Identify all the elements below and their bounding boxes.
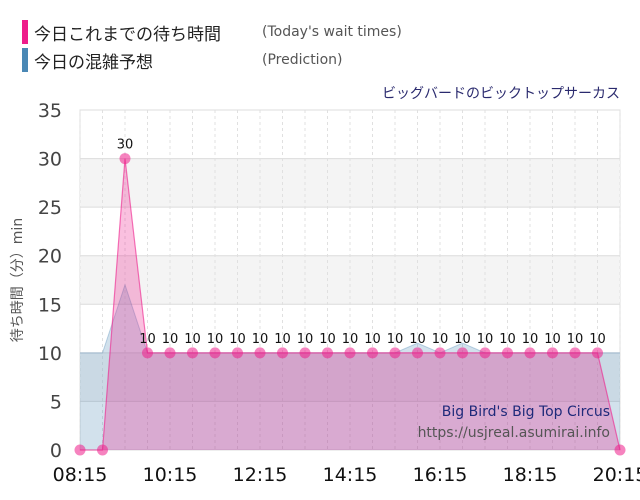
data-label: 10 xyxy=(544,332,561,347)
attraction-name-jp: ビッグバードのビックトップサーカス xyxy=(382,86,620,102)
actual-point xyxy=(569,347,581,359)
legend-label-actual: 今日これまでの待ち時間 xyxy=(34,24,221,45)
legend-swatch-actual xyxy=(22,20,28,44)
legend-sublabel-actual: (Today's wait times) xyxy=(262,24,402,40)
actual-point xyxy=(502,347,513,359)
x-tick-label: 14:15 xyxy=(323,464,378,486)
prediction-area xyxy=(80,284,620,450)
actual-point xyxy=(479,347,491,359)
data-label: 10 xyxy=(184,332,201,347)
data-label: 10 xyxy=(454,332,471,347)
x-tick-label: 08:15 xyxy=(53,464,108,486)
credit-url: https://usjreal.asumirai.info xyxy=(418,425,610,441)
actual-point xyxy=(187,347,198,359)
data-label: 10 xyxy=(409,332,426,347)
actual-point xyxy=(74,444,86,456)
actual-point xyxy=(412,347,423,359)
data-label: 10 xyxy=(319,332,336,347)
actual-point xyxy=(277,347,288,359)
actual-point xyxy=(322,347,333,359)
data-label: 10 xyxy=(432,332,449,347)
actual-point xyxy=(232,347,243,359)
data-label: 10 xyxy=(207,332,224,347)
actual-points xyxy=(74,153,626,456)
legend-item-prediction: 今日の混雑予想 (Prediction) xyxy=(22,48,343,73)
y-tick-label: 35 xyxy=(38,100,62,122)
legend-label-prediction: 今日の混雑予想 xyxy=(34,52,153,73)
actual-point xyxy=(254,347,266,359)
data-label: 10 xyxy=(477,332,494,347)
y-tick-label: 10 xyxy=(38,343,62,365)
data-label: 10 xyxy=(364,332,381,347)
actual-point xyxy=(344,347,356,359)
actual-point xyxy=(524,347,536,359)
actual-point xyxy=(119,153,131,165)
x-tick-label: 18:15 xyxy=(503,464,558,486)
actual-point xyxy=(142,347,153,359)
y-axis-label: 待ち時間（分）min xyxy=(10,218,26,342)
data-label: 10 xyxy=(297,332,314,347)
y-tick-label: 0 xyxy=(50,440,62,462)
actual-point xyxy=(97,444,108,456)
data-label: 10 xyxy=(229,332,246,347)
actual-point xyxy=(547,347,558,359)
actual-point xyxy=(434,347,446,359)
x-tick-label: 16:15 xyxy=(413,464,468,486)
attraction-name-en: Big Bird's Big Top Circus xyxy=(442,404,610,420)
actual-point xyxy=(389,347,401,359)
data-label: 10 xyxy=(252,332,269,347)
actual-point xyxy=(592,347,603,359)
x-tick-labels: 08:15 10:15 12:15 14:15 16:15 18:15 20:15 xyxy=(53,464,640,486)
x-tick-label: 12:15 xyxy=(233,464,288,486)
y-tick-label: 20 xyxy=(38,246,62,268)
data-label: 10 xyxy=(387,332,404,347)
data-label: 10 xyxy=(274,332,291,347)
legend-item-actual: 今日これまでの待ち時間 (Today's wait times) xyxy=(22,20,402,45)
y-tick-label: 5 xyxy=(50,391,62,413)
actual-point xyxy=(164,347,176,359)
data-label: 30 xyxy=(117,138,134,153)
actual-point xyxy=(614,444,626,456)
data-label: 10 xyxy=(567,332,584,347)
x-tick-label: 20:15 xyxy=(593,464,640,486)
data-label: 10 xyxy=(342,332,359,347)
y-tick-label: 30 xyxy=(38,149,62,171)
data-label: 10 xyxy=(589,332,606,347)
legend-swatch-prediction xyxy=(22,48,28,72)
data-label: 10 xyxy=(522,332,539,347)
data-label: 10 xyxy=(139,332,156,347)
data-label: 10 xyxy=(499,332,516,347)
data-labels: 30 10 10 10 10 10 10 10 10 10 10 10 10 10 10 10 10 10 10 10… xyxy=(117,138,606,347)
data-label: 10 xyxy=(162,332,179,347)
x-tick-label: 10:15 xyxy=(143,464,198,486)
y-tick-labels: 0 5 10 15 20 25 30 35 xyxy=(38,100,62,462)
actual-point xyxy=(299,347,311,359)
actual-area xyxy=(80,158,620,451)
actual-point xyxy=(367,347,378,359)
legend-sublabel-prediction: (Prediction) xyxy=(262,52,343,68)
y-tick-label: 25 xyxy=(38,197,62,219)
y-tick-label: 15 xyxy=(38,294,62,316)
actual-point xyxy=(457,347,468,359)
actual-point xyxy=(209,347,221,359)
